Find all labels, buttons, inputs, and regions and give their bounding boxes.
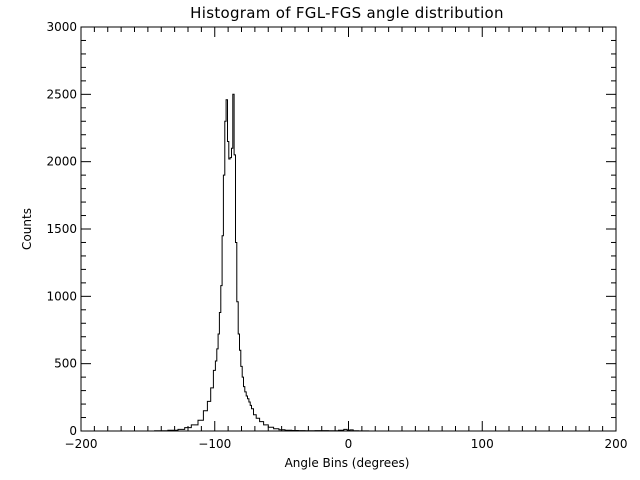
x-tick-label: 0 (345, 437, 353, 451)
y-tick-label: 2500 (46, 87, 77, 101)
y-tick-label: 2000 (46, 155, 77, 169)
x-tick-label: −200 (65, 437, 98, 451)
y-axis-label: Counts (20, 208, 34, 250)
y-tick-labels: 0 500 1000 1500 2000 2500 3000 (46, 20, 77, 438)
histogram-line (147, 93, 616, 432)
x-tick-label: 100 (471, 437, 494, 451)
y-tick-label: 1500 (46, 222, 77, 236)
y-tick-label: 1000 (46, 289, 77, 303)
plot-frame (80, 26, 617, 432)
x-tick-label: −100 (198, 437, 231, 451)
x-tick-labels: −200 −100 0 100 200 (65, 437, 628, 451)
chart-title: Histogram of FGL-FGS angle distribution (190, 4, 504, 22)
x-axis-label: Angle Bins (degrees) (285, 456, 410, 470)
y-tick-label: 0 (69, 424, 77, 438)
x-tick-label: 200 (605, 437, 628, 451)
y-tick-label: 3000 (46, 20, 77, 34)
minor-ticks (81, 27, 616, 431)
y-tick-label: 500 (54, 357, 77, 371)
